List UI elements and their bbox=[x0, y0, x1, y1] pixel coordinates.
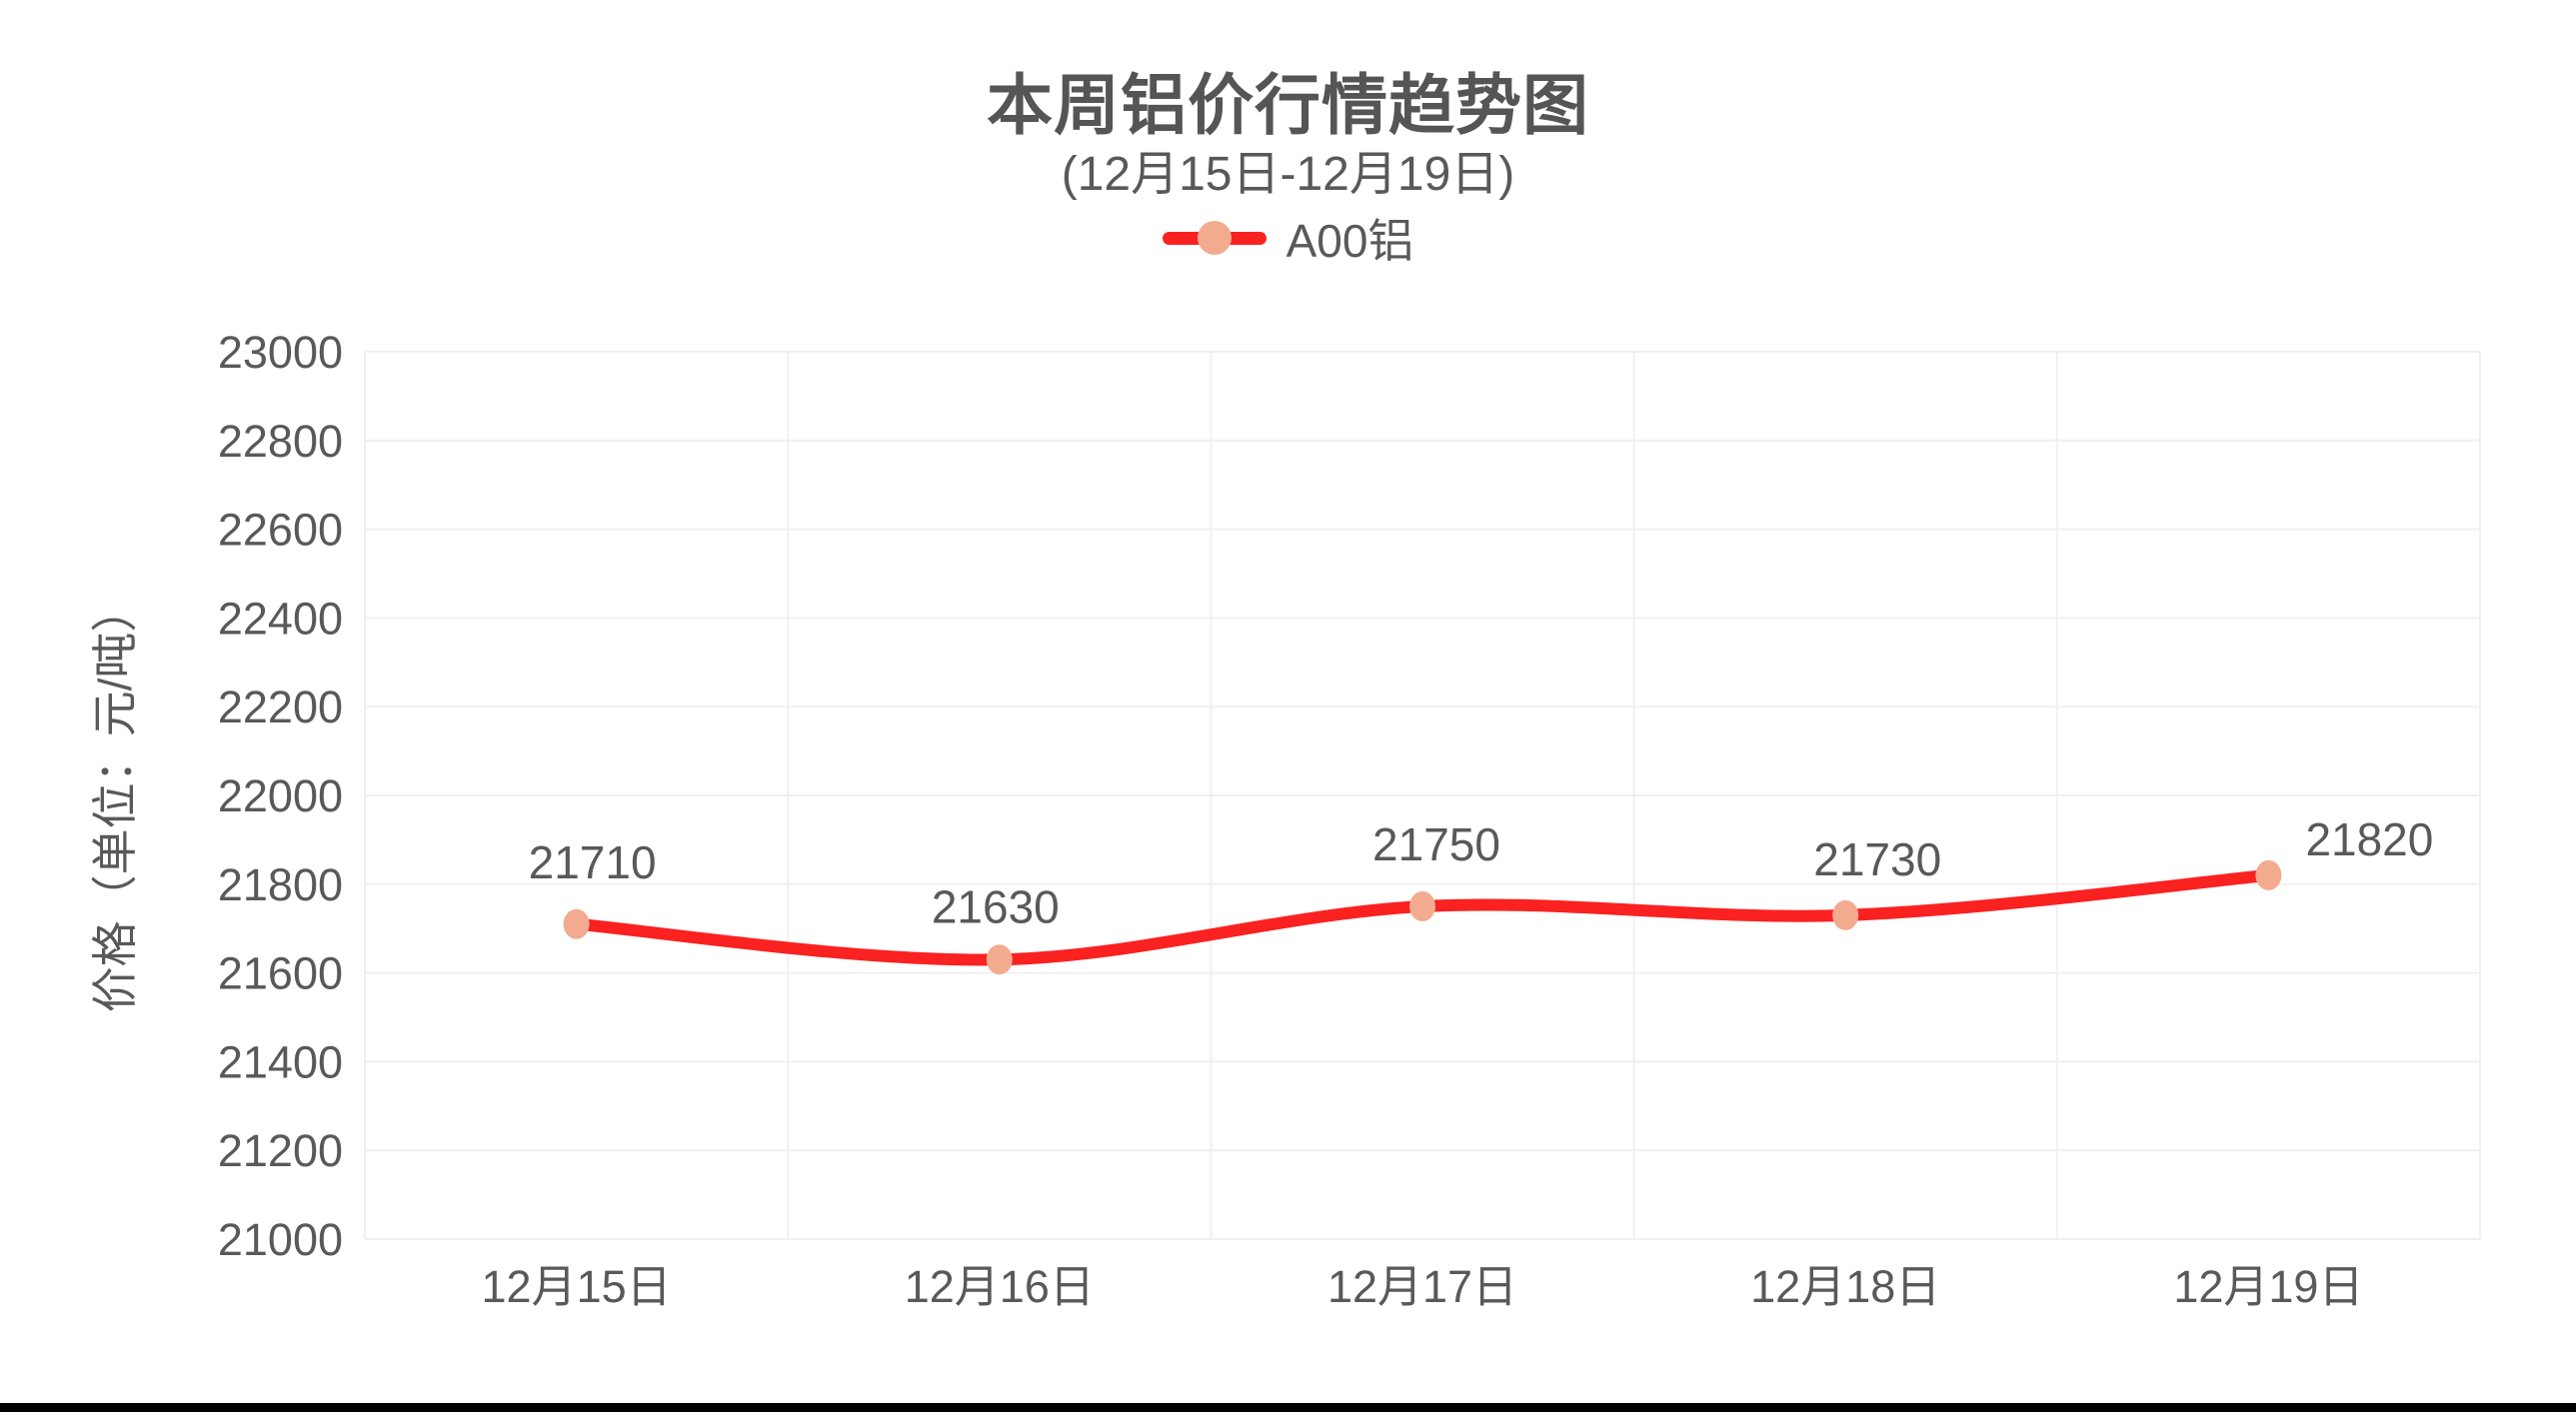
legend-dot-icon bbox=[1197, 221, 1232, 255]
y-tick-label: 21800 bbox=[218, 859, 343, 910]
data-point[interactable] bbox=[986, 944, 1013, 975]
y-tick-label: 21600 bbox=[218, 948, 343, 999]
x-tick-label: 12月18日 bbox=[1750, 1261, 1940, 1312]
legend: A00铝 bbox=[0, 205, 2576, 271]
data-label: 21750 bbox=[1372, 818, 1500, 870]
x-tick-label: 12月16日 bbox=[905, 1261, 1095, 1312]
data-point[interactable] bbox=[563, 908, 590, 939]
bottom-bar bbox=[0, 1403, 2576, 1412]
chart-title: 本周铝价行情趋势图 bbox=[987, 68, 1589, 142]
legend-item-a00[interactable]: A00铝 bbox=[1162, 205, 1414, 271]
data-label: 21630 bbox=[932, 880, 1060, 932]
data-point[interactable] bbox=[2255, 859, 2282, 890]
y-tick-label: 22000 bbox=[218, 770, 343, 821]
y-tick-label: 22800 bbox=[218, 416, 343, 467]
chart-subtitle: (12月15日-12月19日) bbox=[1061, 148, 1515, 201]
y-tick-label: 22400 bbox=[218, 593, 343, 644]
y-tick-label: 23000 bbox=[218, 327, 343, 378]
legend-label: A00铝 bbox=[1286, 215, 1414, 267]
y-tick-label: 21200 bbox=[218, 1125, 343, 1176]
y-tick-label: 21000 bbox=[218, 1214, 343, 1265]
legend-line-marker-icon bbox=[1162, 220, 1267, 256]
data-label: 21820 bbox=[2305, 813, 2433, 865]
data-point[interactable] bbox=[1832, 899, 1859, 930]
data-label: 21730 bbox=[1813, 833, 1941, 885]
x-tick-label: 12月15日 bbox=[482, 1261, 672, 1312]
data-point[interactable] bbox=[1409, 891, 1435, 921]
x-tick-label: 12月19日 bbox=[2173, 1261, 2363, 1312]
y-tick-label: 22600 bbox=[218, 505, 343, 556]
y-tick-label: 22200 bbox=[218, 682, 343, 732]
data-label: 21710 bbox=[529, 836, 657, 888]
y-tick-label: 21400 bbox=[218, 1036, 343, 1087]
x-tick-label: 12月17日 bbox=[1327, 1261, 1517, 1312]
